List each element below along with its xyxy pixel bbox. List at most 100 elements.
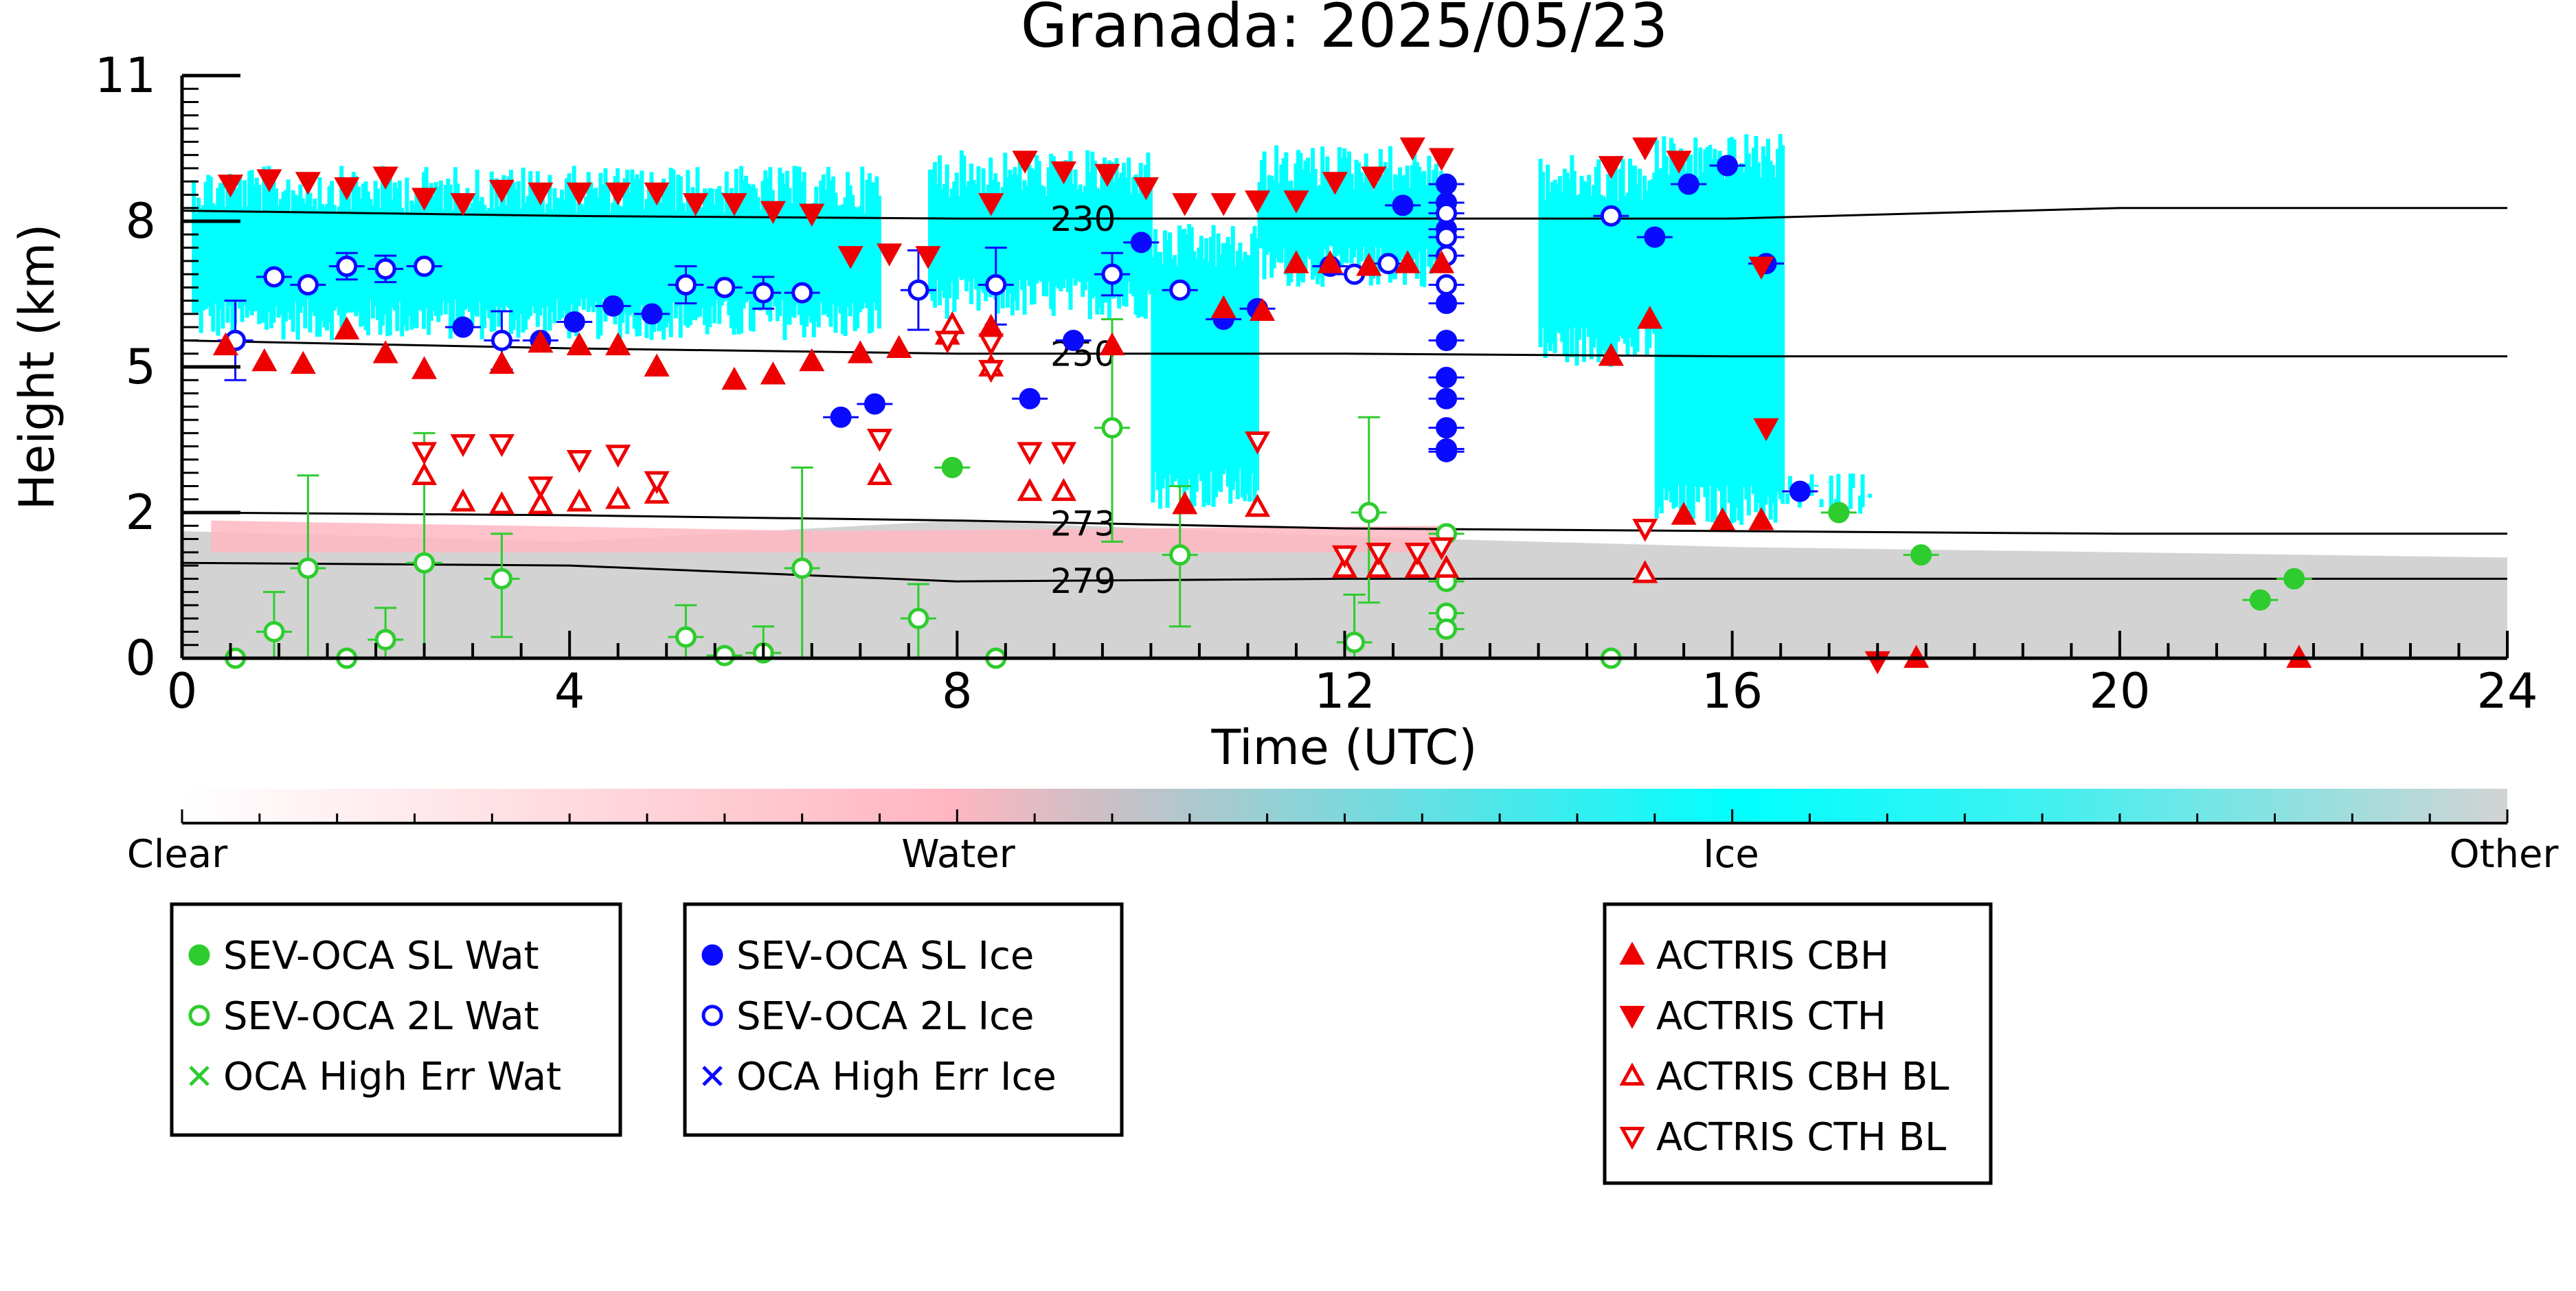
ice-column [722,211,727,302]
ice-column [560,190,565,318]
ice-column [800,181,804,326]
contour-label-273: 273 [1050,504,1116,543]
ice-column [1713,148,1717,520]
ice-column [979,195,984,290]
ice-column [1771,165,1776,504]
ice-column [1669,137,1673,503]
data-point [1094,164,1120,188]
ice-column [581,205,586,310]
ice-column [535,171,540,327]
ice-column [1557,176,1562,334]
legend-marker [188,944,210,966]
data-point [1428,148,1455,171]
ice-column [233,190,237,325]
ice-column [591,189,596,313]
ice-column [557,198,562,320]
ice-column [1584,183,1589,329]
colorbar-label-ice: Ice [1703,832,1759,877]
ice-column [1362,182,1366,247]
ice-column [579,203,584,300]
ice-column [1698,147,1703,487]
data-point [915,246,941,269]
ice-column [993,173,998,300]
ice-column [199,207,203,333]
data-point [644,353,670,377]
data-point [1436,366,1458,388]
ice-column [242,180,247,306]
ice-column [1737,166,1741,521]
legend-frame [170,902,622,1137]
ice-column [1582,181,1587,362]
ice-column [192,180,196,313]
y-tick-label: 8 [125,193,156,249]
data-point [1748,256,1774,280]
ice-column [705,191,710,335]
data-point [1050,161,1077,185]
ice-column [1741,172,1746,487]
ice-column [1071,183,1076,278]
ice-column [1596,159,1601,363]
ice-column [1759,177,1763,514]
legend-label: OCA High Err Wat [223,1055,561,1099]
ice-column [1785,493,1790,504]
ice-column [1814,484,1819,487]
ice-column [249,170,254,316]
ice-column [1163,230,1167,480]
ice-column [831,176,835,305]
ice-column [218,183,223,310]
ice-column [216,188,221,336]
data-point [2283,568,2305,590]
y-ticks: 0 2 5 8 11 [95,47,240,686]
ice-column [1059,163,1063,291]
legend-marker [1619,1127,1645,1150]
ice-column [203,181,208,309]
ice-column [666,186,671,323]
ice-column [1201,258,1206,507]
data-point [1361,166,1387,190]
ice-column [240,207,245,322]
ice-column [1618,168,1623,336]
ice-column [1710,159,1715,523]
ice-column [1787,475,1792,490]
ice-column [1647,181,1652,348]
ice-column [1705,147,1710,522]
ice-column [596,197,600,339]
data-point [414,256,436,278]
ice-column [1160,264,1165,489]
ice-column [1267,175,1272,252]
data-point [791,282,813,304]
ice-column [1417,166,1422,253]
data-point [752,282,774,304]
data-point [1210,193,1236,216]
ice-column [717,186,722,324]
ice-column [354,175,359,317]
ice-column [1541,171,1546,328]
marker-stroke [702,1066,723,1086]
ice-column [763,170,768,309]
ice-column [1598,194,1603,357]
ice-column [1311,148,1315,280]
ice-column [1073,169,1078,286]
ice-column [473,195,477,315]
ice-column [479,197,484,339]
data-point [1356,253,1382,276]
ice-column [1725,169,1730,486]
ice-column [1315,186,1320,284]
ice-column [1005,177,1010,308]
ice-column [509,170,513,334]
data-point [978,313,1004,337]
ice-column [1555,184,1560,333]
data-point [1366,542,1392,566]
ice-column [589,182,594,307]
ice-column [739,166,743,334]
data-point [1017,478,1043,502]
ice-column [1649,179,1654,330]
ice-column [286,179,291,313]
data-point [907,607,929,629]
ice-column [741,179,746,308]
data-point [297,274,319,296]
ice-column [526,196,530,319]
ice-column [419,198,424,311]
ice-column [271,176,276,323]
ice-column [225,186,230,323]
